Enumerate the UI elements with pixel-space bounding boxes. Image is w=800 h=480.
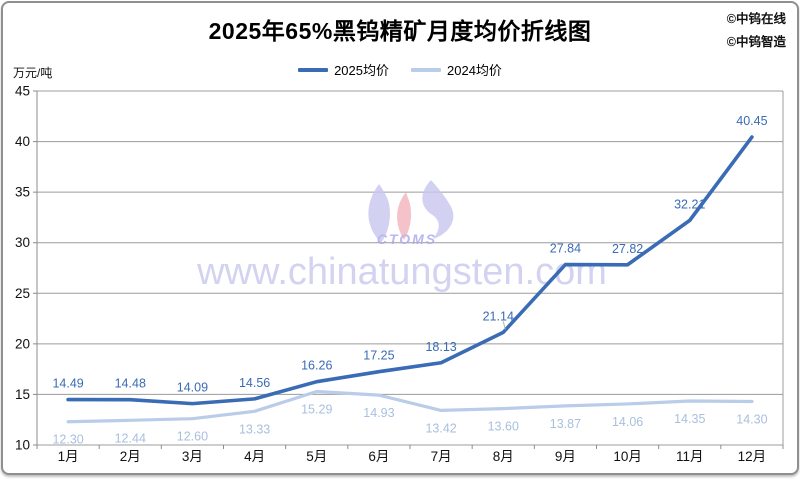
line-2025均价 xyxy=(66,135,754,406)
watermark-url-text: www.chinatungsten.com xyxy=(196,251,607,293)
data-label: 21.14 xyxy=(483,309,514,323)
x-tick-label: 11月 xyxy=(676,449,704,464)
data-label: 17.25 xyxy=(363,349,394,363)
legend-item-2025: 2025均价 xyxy=(298,60,389,79)
x-tick-label: 6月 xyxy=(368,449,389,464)
y-tick-label: 25 xyxy=(15,286,30,301)
data-labels-2025均价: 14.49 14.48 14.09 14.56 16.26 17.25 18.13 21.14… xyxy=(52,114,767,395)
data-label: 14.09 xyxy=(177,381,208,395)
x-tick-label: 2月 xyxy=(120,449,141,464)
x-tick-label: 12月 xyxy=(738,449,767,464)
data-label: 12.30 xyxy=(52,433,83,447)
legend-2025-label: 2025均价 xyxy=(334,63,389,78)
y-tick-label: 40 xyxy=(15,134,30,149)
x-tick-label: 10月 xyxy=(613,449,642,464)
data-label: 14.49 xyxy=(52,377,83,391)
x-tick-label: 3月 xyxy=(182,449,203,464)
x-tick-label: 1月 xyxy=(58,449,79,464)
x-tick-label: 4月 xyxy=(244,449,265,464)
y-tick-label: 10 xyxy=(15,438,30,453)
legend-2025-line-swatch-icon xyxy=(298,67,329,72)
copyright-line-2: ©中钨智造 xyxy=(726,35,786,49)
data-label: 12.60 xyxy=(177,430,208,444)
copyright-line-1: ©中钨在线 xyxy=(726,12,786,26)
data-label: 32.21 xyxy=(674,197,705,211)
page-title: 2025年65%黑钨精矿月度均价折线图 xyxy=(208,18,592,44)
data-label: 13.42 xyxy=(425,421,456,435)
data-labels-2024均价: 12.30 12.44 12.60 13.33 15.29 14.93 13.42 13.60… xyxy=(52,402,767,446)
data-label: 16.26 xyxy=(301,359,332,373)
y-tick-label: 35 xyxy=(15,185,30,200)
data-label: 13.33 xyxy=(239,422,270,436)
legend-2024-label: 2024均价 xyxy=(447,63,502,78)
y-axis-unit-label: 万元/吨 xyxy=(13,66,53,80)
data-label: 27.82 xyxy=(612,242,643,256)
data-label: 13.87 xyxy=(550,417,581,431)
y-tick-label: 30 xyxy=(15,235,30,250)
gridlines xyxy=(33,90,784,449)
data-label: 18.13 xyxy=(425,340,456,354)
watermark: CTOMS www.chinatungsten.com xyxy=(196,180,607,293)
y-tick-label: 15 xyxy=(15,387,30,402)
legend-item-2024: 2024均价 xyxy=(411,60,502,79)
data-label: 40.45 xyxy=(736,114,767,128)
x-tick-label: 8月 xyxy=(493,449,514,464)
data-label: 15.29 xyxy=(301,402,332,416)
watermark-logo-text: CTOMS xyxy=(377,231,437,247)
data-label: 27.84 xyxy=(550,242,581,256)
data-label: 14.35 xyxy=(674,412,705,426)
data-label: 13.60 xyxy=(488,420,519,434)
y-tick-label: 45 xyxy=(15,84,30,99)
data-label: 14.56 xyxy=(239,376,270,390)
data-label: 14.93 xyxy=(363,406,394,420)
chart-legend: 2025均价 2024均价 xyxy=(0,60,800,79)
x-tick-label: 9月 xyxy=(555,449,576,464)
line-2024均价 xyxy=(66,389,754,424)
data-label: 14.48 xyxy=(115,377,146,391)
data-label: 14.06 xyxy=(612,415,643,429)
copyright-block: ©中钨在线 ©中钨智造 xyxy=(727,8,786,54)
y-tick-label: 20 xyxy=(15,336,30,351)
x-tick-label: 5月 xyxy=(306,449,327,464)
legend-2024-line-swatch-icon xyxy=(411,67,441,72)
axis-labels: 45 40 35 30 25 20 15 10 1月 2月 3月 4月 5月 6月 7月 8月 9月 10月 11月… xyxy=(15,84,766,465)
data-label: 14.30 xyxy=(736,413,767,427)
data-label: 12.44 xyxy=(115,431,146,445)
x-tick-label: 7月 xyxy=(431,449,452,464)
